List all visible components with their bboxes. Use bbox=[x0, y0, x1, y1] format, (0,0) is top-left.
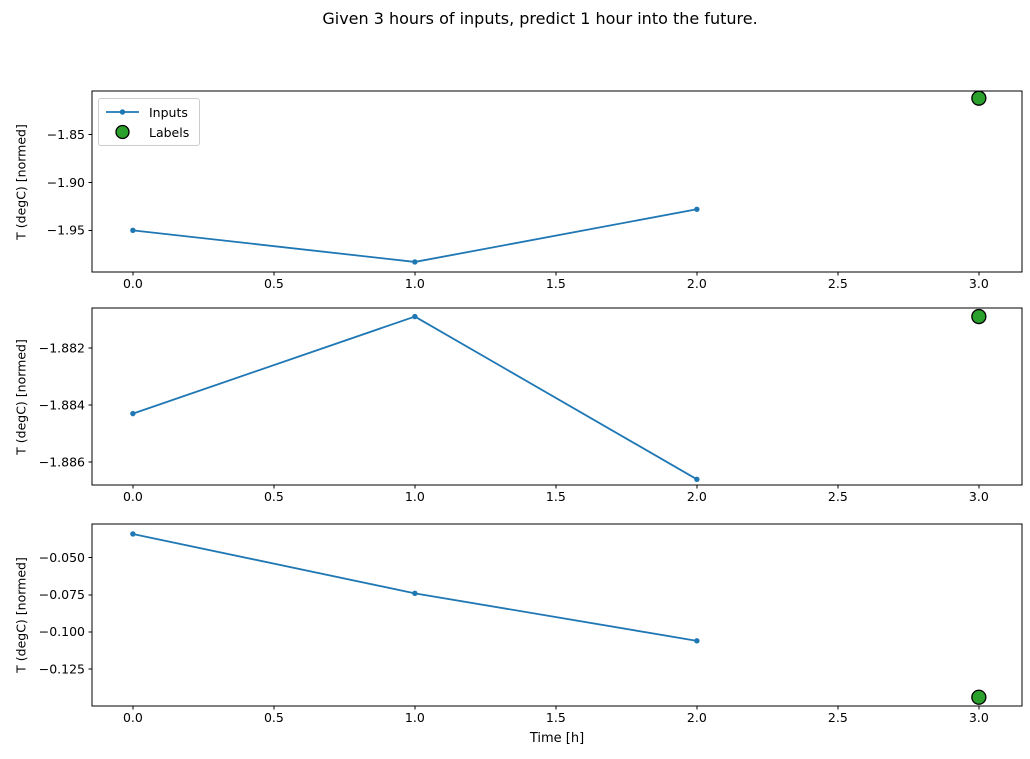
legend-label-inputs: Inputs bbox=[149, 104, 188, 120]
inputs-line bbox=[131, 208, 698, 263]
inputs-marker bbox=[130, 410, 136, 417]
legend-item-labels: Labels bbox=[104, 122, 189, 142]
inputs-line bbox=[131, 533, 698, 642]
labels-marker bbox=[971, 308, 987, 325]
y-axis-label-subplot-1: T (degC) [normed] bbox=[13, 124, 29, 240]
y-tick-label: −0.050 bbox=[39, 550, 85, 565]
y-tick-label: −1.95 bbox=[47, 223, 85, 238]
x-tick-label: 1.5 bbox=[546, 276, 566, 291]
x-axis-label: Time [h] bbox=[529, 731, 585, 746]
y-tick-label: −1.90 bbox=[47, 175, 85, 190]
inputs-marker bbox=[412, 590, 418, 597]
y-tick-label: −1.886 bbox=[39, 454, 85, 469]
x-tick-label: 0.0 bbox=[123, 710, 143, 725]
x-tick-label: 2.0 bbox=[687, 710, 707, 725]
x-tick-label: 3.0 bbox=[969, 276, 989, 291]
y-tick-label: −1.882 bbox=[39, 340, 85, 355]
inputs-marker bbox=[694, 476, 700, 482]
inputs-line bbox=[131, 315, 698, 481]
y-tick-label: −0.125 bbox=[39, 661, 85, 676]
x-tick-label: 3.0 bbox=[969, 710, 989, 725]
y-tick-label: −0.100 bbox=[39, 624, 85, 639]
legend: Inputs Labels bbox=[98, 98, 201, 146]
x-tick-label: 1.0 bbox=[405, 710, 425, 725]
subplot-1: 0.0 0.5 1.0 1.5 2.0 2.5 3.0 −1.85 −1.90 −1.95 bbox=[47, 90, 1023, 291]
y-axis-label-subplot-2: T (degC) [normed] bbox=[13, 339, 29, 455]
x-tick-label: 3.0 bbox=[969, 489, 989, 504]
subplot-2: 0.0 0.5 1.0 1.5 2.0 2.5 3.0 −1.882 −1.884 −1.886 bbox=[39, 307, 1023, 504]
x-tick-label: 2.0 bbox=[687, 276, 707, 291]
x-tick-label: 2.5 bbox=[828, 276, 848, 291]
axes-frame bbox=[91, 90, 1023, 273]
inputs-marker bbox=[130, 227, 136, 234]
y-tick-label: −1.884 bbox=[39, 397, 85, 412]
x-tick-label: 1.0 bbox=[405, 489, 425, 504]
x-tick-label: 0.0 bbox=[123, 489, 143, 504]
labels-circle-icon bbox=[115, 124, 130, 140]
legend-label-labels: Labels bbox=[149, 124, 190, 140]
x-tick-label: 1.0 bbox=[405, 276, 425, 291]
figure-title: Given 3 hours of inputs, predict 1 hour … bbox=[322, 9, 758, 28]
inputs-marker bbox=[412, 259, 418, 265]
y-tick-label: −1.85 bbox=[47, 127, 85, 142]
x-tick-label: 1.5 bbox=[546, 489, 566, 504]
inputs-marker bbox=[694, 206, 700, 212]
axes-frame bbox=[91, 307, 1023, 486]
y-axis-label-subplot-3: T (degC) [normed] bbox=[13, 557, 29, 673]
labels-marker bbox=[971, 689, 987, 705]
x-tick-label: 0.5 bbox=[264, 276, 284, 291]
inputs-marker bbox=[412, 313, 418, 320]
subplot-3: 0.0 0.5 1.0 1.5 2.0 2.5 3.0 −0.050 −0.075 −0.100 −… bbox=[39, 523, 1023, 725]
x-tick-label: 2.5 bbox=[828, 489, 848, 504]
x-tick-label: 0.5 bbox=[264, 710, 284, 725]
legend-item-inputs: Inputs bbox=[104, 102, 189, 122]
axes-frame bbox=[91, 523, 1023, 707]
x-tick-label: 2.5 bbox=[828, 710, 848, 725]
x-tick-label: 2.0 bbox=[687, 489, 707, 504]
inputs-marker bbox=[130, 531, 136, 537]
x-tick-label: 1.5 bbox=[546, 710, 566, 725]
x-tick-label: 0.0 bbox=[123, 276, 143, 291]
labels-marker bbox=[971, 90, 987, 106]
x-tick-label: 0.5 bbox=[264, 489, 284, 504]
inputs-marker bbox=[694, 638, 700, 644]
inputs-line-icon bbox=[106, 109, 139, 115]
y-tick-label: −0.075 bbox=[39, 587, 85, 602]
